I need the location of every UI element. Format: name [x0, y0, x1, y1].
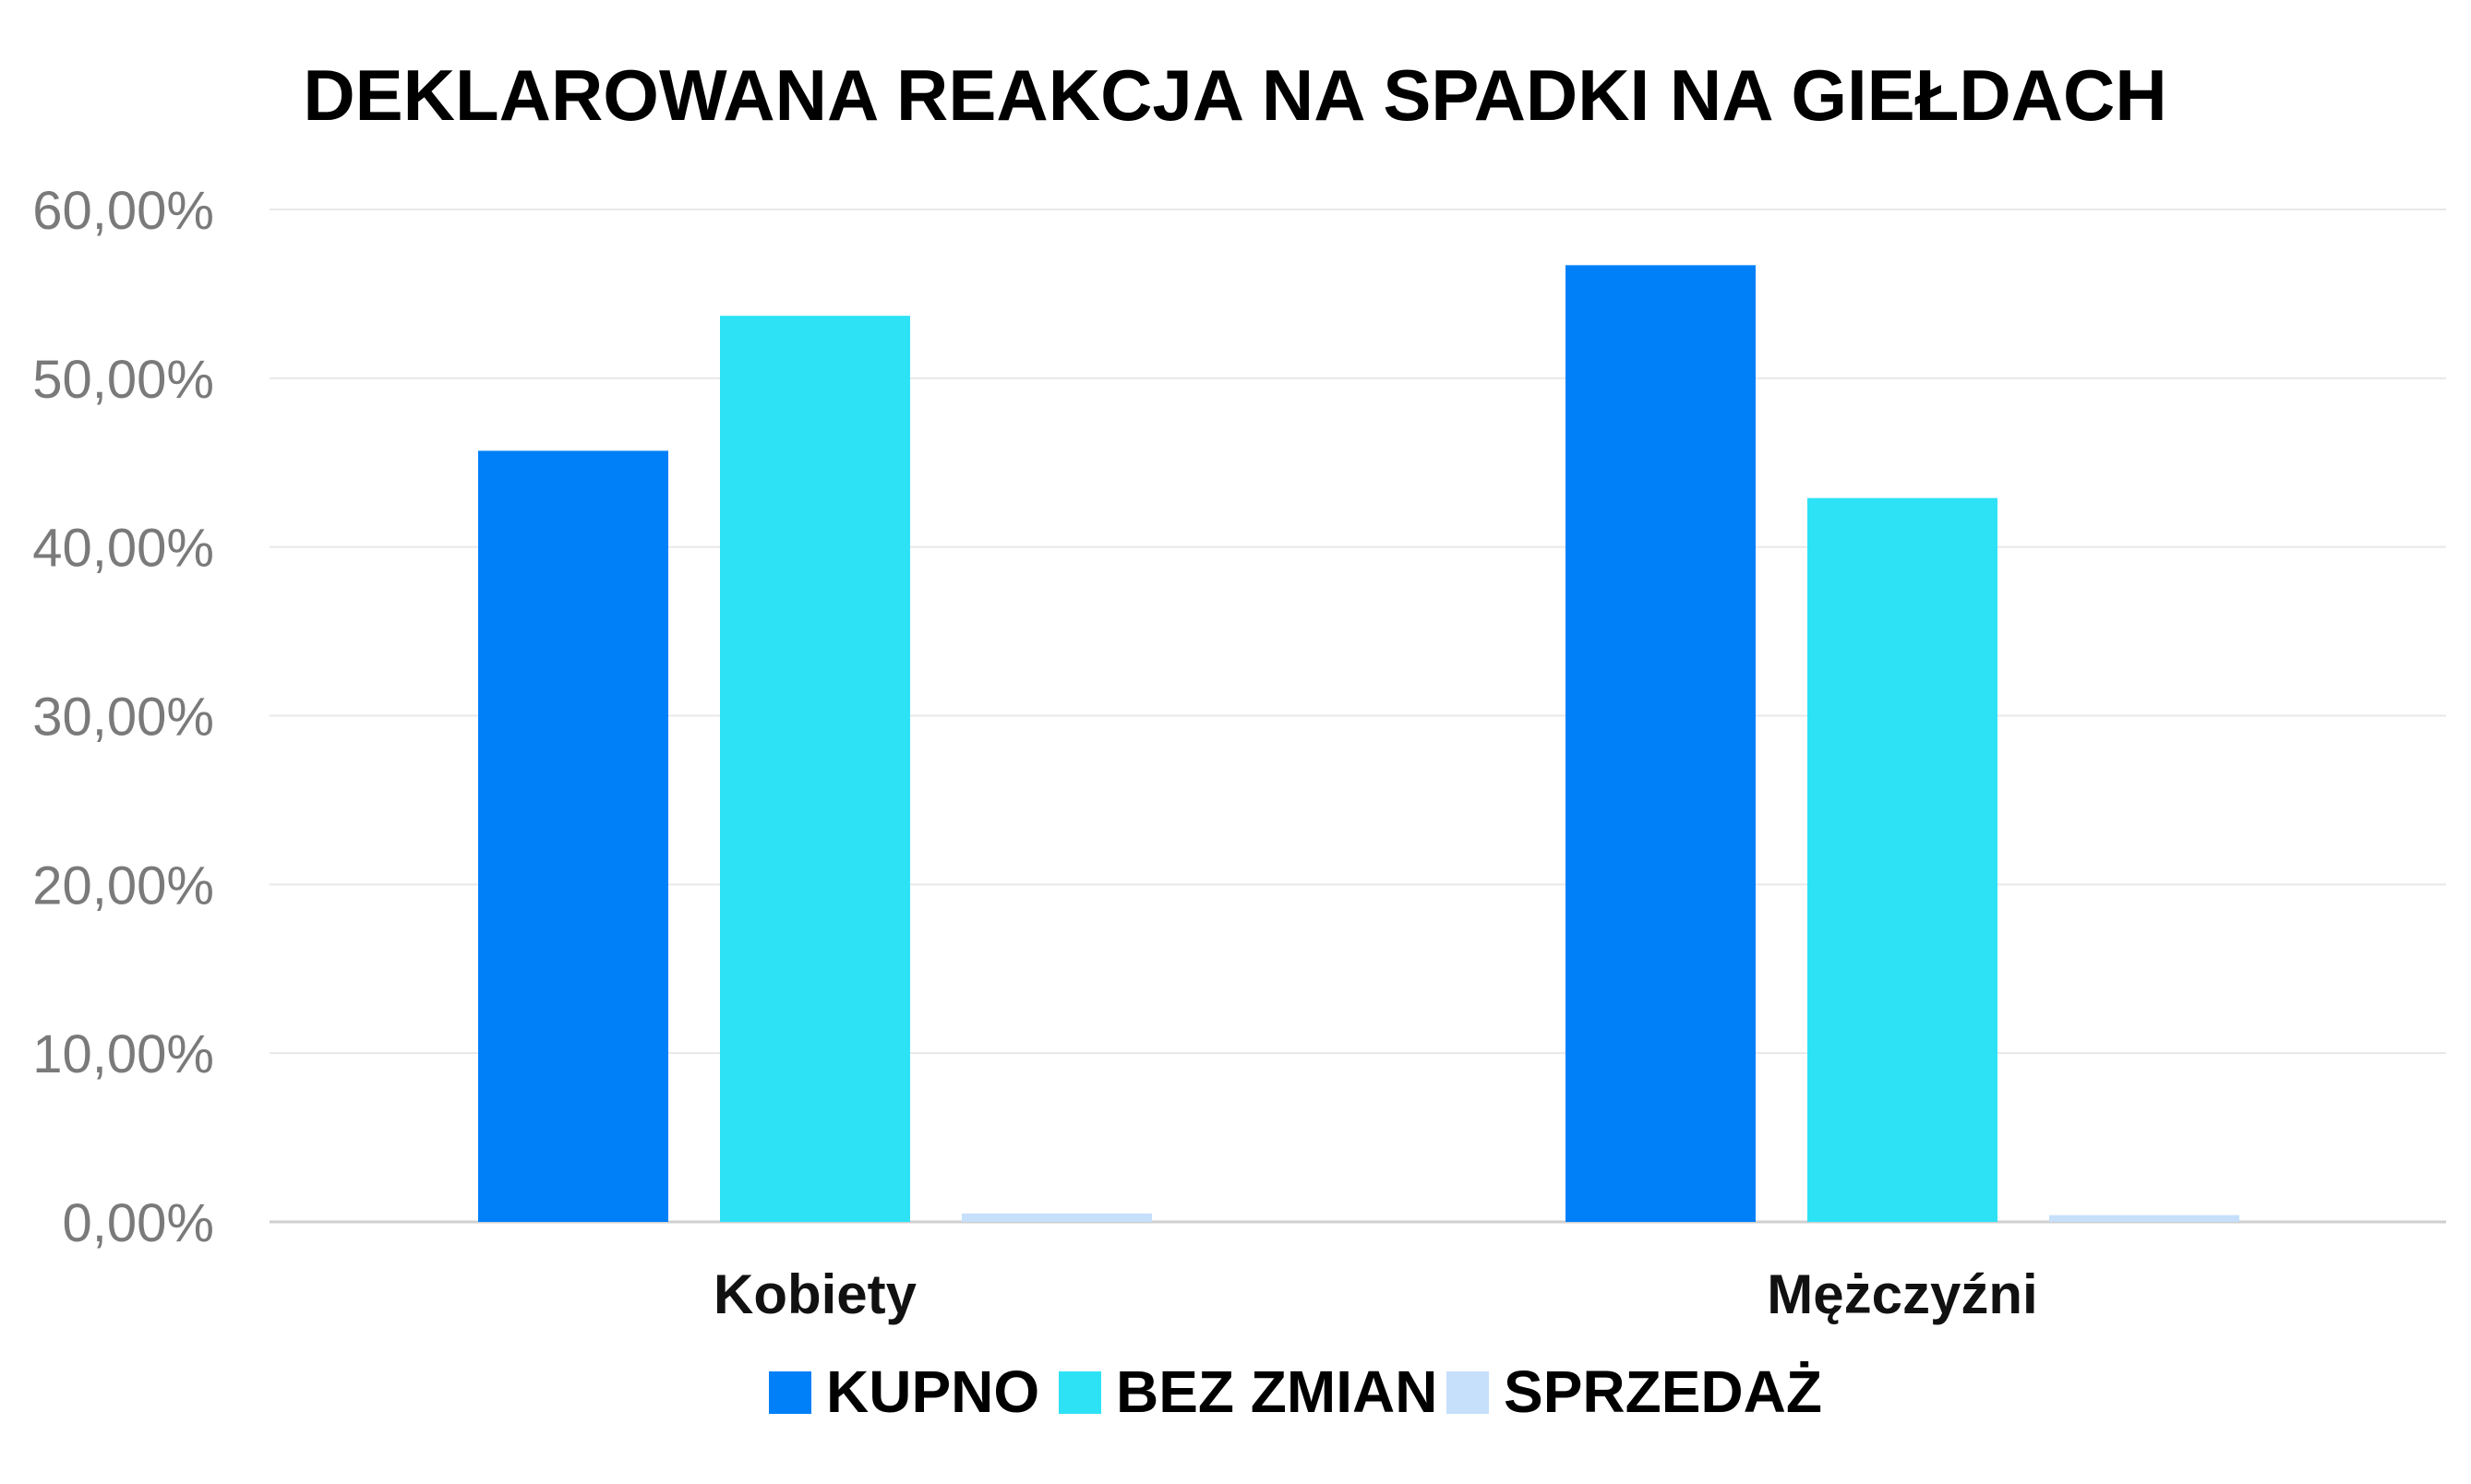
legend: KUPNO BEZ ZMIAN SPRZEDAŻ — [769, 1358, 1822, 1425]
bar-sprzeda--1 — [2049, 1215, 2239, 1222]
legend-swatch — [769, 1371, 811, 1414]
y-tick-label: 50,00% — [32, 350, 214, 410]
bar-kupno-0 — [478, 450, 668, 1222]
y-tick-label: 0,00% — [63, 1193, 214, 1253]
bar-bez-zmian-0 — [720, 316, 910, 1222]
bars — [478, 265, 2239, 1223]
legend-label: SPRZEDAŻ — [1504, 1358, 1822, 1425]
y-tick-label: 40,00% — [32, 519, 214, 579]
bar-bez-zmian-1 — [1807, 497, 1997, 1222]
y-tick-label: 20,00% — [32, 856, 214, 916]
legend-label: KUPNO — [826, 1358, 1039, 1425]
bar-kupno-1 — [1565, 265, 1756, 1223]
y-axis-ticks: 0,00% 10,00% 20,00% 30,00% 40,00% 50,00% 60,00… — [32, 181, 214, 1253]
y-tick-label: 60,00% — [32, 181, 214, 241]
chart-title: DEKLAROWANA REAKCJA NA SPADKI NA GIEŁDAC… — [303, 54, 2166, 136]
y-tick-label: 30,00% — [32, 688, 214, 748]
x-tick-label: Kobiety — [714, 1263, 918, 1325]
y-tick-label: 10,00% — [32, 1024, 214, 1084]
x-axis-ticks: Kobiety Mężczyźni — [714, 1263, 2038, 1325]
legend-swatch — [1446, 1371, 1489, 1414]
legend-swatch — [1059, 1371, 1101, 1414]
x-tick-label: Mężczyźni — [1767, 1263, 2037, 1325]
legend-label: BEZ ZMIAN — [1116, 1358, 1437, 1425]
bar-sprzeda--0 — [962, 1213, 1152, 1222]
